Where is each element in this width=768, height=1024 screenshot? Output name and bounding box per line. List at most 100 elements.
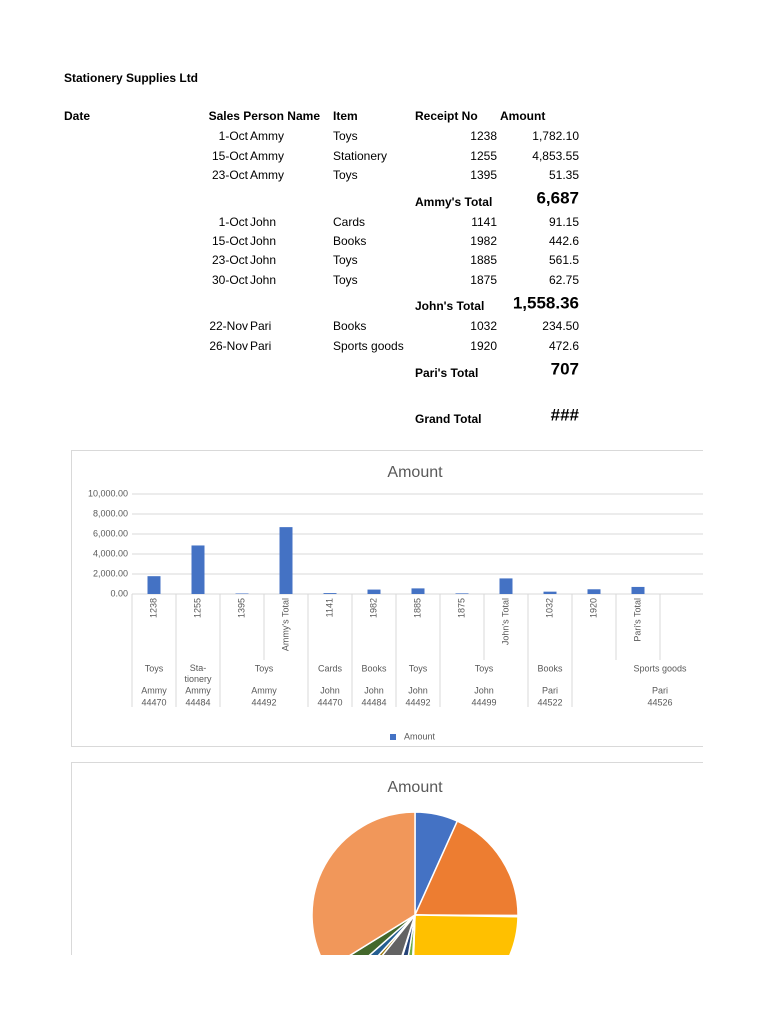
y-tick-label: 2,000.00 xyxy=(93,568,128,578)
legend-swatch xyxy=(390,734,396,740)
cell: Sports goods xyxy=(333,339,404,353)
legend-label: Amount xyxy=(404,731,436,741)
cell: 26-Nov xyxy=(209,339,248,353)
cell: 15-Oct xyxy=(212,234,249,248)
cell: Toys xyxy=(333,168,358,182)
bar xyxy=(367,589,381,594)
item-label: Sta-tionery xyxy=(184,663,212,684)
cell: Pari xyxy=(250,319,271,333)
x-tick-label: 1141 xyxy=(324,598,334,617)
bar xyxy=(543,591,557,594)
x-tick-label: 1920 xyxy=(588,598,598,618)
cell: Ammy xyxy=(250,168,284,182)
cell: Ammy xyxy=(250,129,284,143)
cell: 30-Oct xyxy=(212,273,249,287)
pie-slice xyxy=(412,914,519,955)
item-label: Books xyxy=(361,663,387,673)
cell: John xyxy=(250,215,276,229)
cell: 472.6 xyxy=(549,339,579,353)
cell: 1032 xyxy=(470,319,497,333)
cell: 442.6 xyxy=(549,234,579,248)
cell: 4,853.55 xyxy=(532,149,579,163)
bar xyxy=(455,593,469,594)
bar xyxy=(147,576,161,594)
cell: Pari xyxy=(250,339,271,353)
y-tick-label: 10,000.00 xyxy=(88,488,128,498)
grand-total-label: Grand Total xyxy=(415,412,481,426)
pie-slice xyxy=(311,811,416,955)
cell: 22-Nov xyxy=(209,319,248,333)
x-tick-label: John's Total xyxy=(500,598,510,645)
cell: 1920 xyxy=(470,339,497,353)
cell: John xyxy=(250,273,276,287)
y-tick-label: 4,000.00 xyxy=(93,548,128,558)
date-label: 44522 xyxy=(537,697,562,707)
date-label: 44492 xyxy=(405,697,430,707)
spreadsheet: Date Sales Person Name Item Receipt No Amoun… xyxy=(64,109,580,426)
x-tick-label: 1395 xyxy=(236,598,246,618)
person-label: Ammy xyxy=(141,685,167,695)
column-header: Date xyxy=(64,109,90,123)
cell: 1141 xyxy=(471,215,497,229)
total-value: 6,687 xyxy=(536,188,579,207)
pie-slice xyxy=(413,820,519,917)
x-tick-label: 1982 xyxy=(368,598,378,618)
item-label: Toys xyxy=(409,663,428,673)
cell: Toys xyxy=(333,129,358,143)
cell: 1395 xyxy=(470,168,497,182)
date-label: 44470 xyxy=(141,697,166,707)
pie-slice xyxy=(407,914,416,955)
cell: 23-Oct xyxy=(212,253,249,267)
cell: Cards xyxy=(333,215,365,229)
bar xyxy=(191,545,205,594)
x-tick-label: 1238 xyxy=(148,598,158,618)
cell: Stationery xyxy=(333,149,387,163)
x-tick-label: 1875 xyxy=(456,598,466,618)
total-label: Pari's Total xyxy=(415,366,478,380)
x-tick-label: Ammy's Total xyxy=(280,598,290,651)
cell: Books xyxy=(333,234,366,248)
cell: 15-Oct xyxy=(212,149,249,163)
person-label: Pari xyxy=(652,685,668,695)
cell: 1982 xyxy=(470,234,497,248)
cell: 1255 xyxy=(470,149,497,163)
x-tick-label: 1885 xyxy=(412,598,422,618)
cell: John xyxy=(250,253,276,267)
cell: 51.35 xyxy=(549,168,579,182)
chart-frame xyxy=(71,450,703,747)
y-tick-label: 6,000.00 xyxy=(93,528,128,538)
item-label: Toys xyxy=(475,663,494,673)
bar xyxy=(631,586,645,594)
pie-chart: Amount xyxy=(71,762,703,955)
bar xyxy=(411,588,425,594)
total-label: John's Total xyxy=(415,299,484,313)
cell: Ammy xyxy=(250,149,284,163)
cell: 1875 xyxy=(470,273,497,287)
cell: 234.50 xyxy=(542,319,579,333)
person-label: John xyxy=(408,685,428,695)
cell: John xyxy=(250,234,276,248)
column-header: Item xyxy=(333,109,358,123)
date-label: 44484 xyxy=(185,697,210,707)
bar xyxy=(587,589,601,594)
bar xyxy=(235,593,249,594)
item-label: Books xyxy=(537,663,563,673)
cell: 1-Oct xyxy=(219,129,249,143)
cell: 1885 xyxy=(470,253,497,267)
y-tick-label: 0.00 xyxy=(110,588,128,598)
column-header: Receipt No xyxy=(415,109,478,123)
cell: Books xyxy=(333,319,366,333)
chart-title: Amount xyxy=(387,464,443,481)
date-label: 44470 xyxy=(317,697,342,707)
person-label: Pari xyxy=(542,685,558,695)
bar xyxy=(499,578,513,594)
cell: Toys xyxy=(333,253,358,267)
cell: 561.5 xyxy=(549,253,579,267)
column-header: Amount xyxy=(500,109,545,123)
total-label: Ammy's Total xyxy=(415,195,492,209)
cell: 62.75 xyxy=(549,273,579,287)
y-tick-label: 8,000.00 xyxy=(93,508,128,518)
cell: 91.15 xyxy=(549,215,579,229)
